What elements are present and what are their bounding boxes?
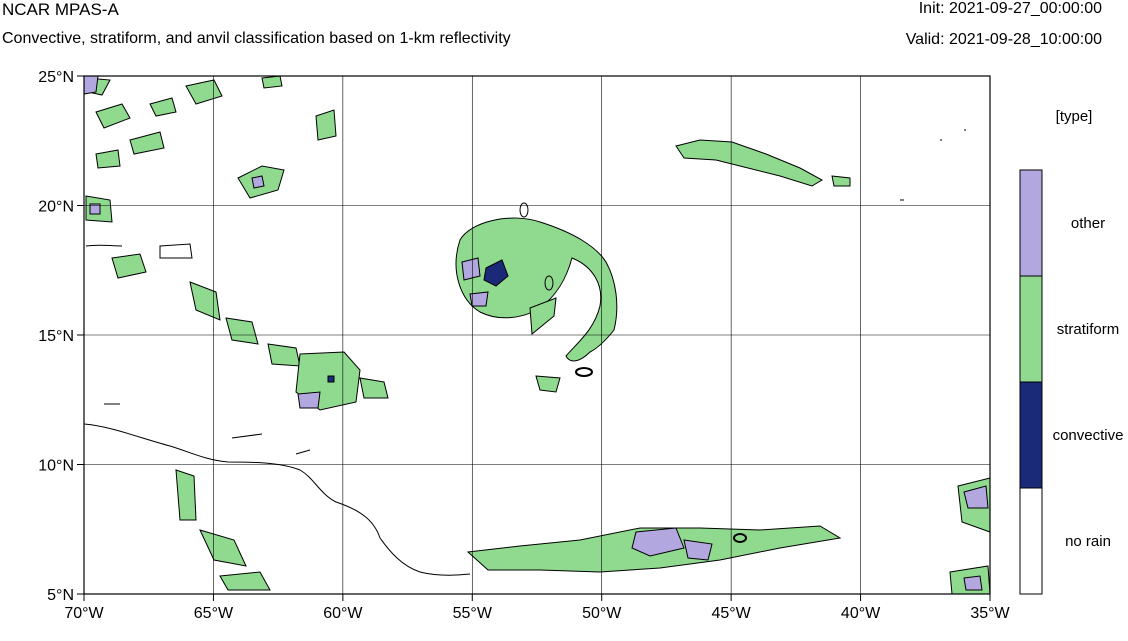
convective-cell bbox=[483, 259, 509, 287]
lon-tick-label: 35°W bbox=[970, 605, 1010, 622]
lon-tick-label: 65°W bbox=[194, 605, 234, 622]
legend-swatch-stratiform bbox=[1019, 275, 1043, 383]
lat-tick-label: 20°N bbox=[38, 199, 74, 216]
other-cell bbox=[683, 539, 713, 561]
stratiform-cell bbox=[185, 79, 223, 105]
legend-swatch-convective bbox=[1019, 381, 1043, 489]
stratiform-cell bbox=[111, 253, 147, 279]
coastlines bbox=[83, 244, 471, 576]
grid-lines bbox=[84, 76, 990, 594]
other-cell bbox=[963, 575, 983, 591]
stratiform-cell bbox=[95, 149, 121, 169]
lat-tick-label: 25°N bbox=[38, 69, 74, 86]
lat-tick-label: 15°N bbox=[38, 328, 74, 345]
lon-tick-label: 50°W bbox=[582, 605, 622, 622]
other-cell bbox=[461, 257, 481, 281]
legend-label-convective: convective bbox=[1053, 427, 1124, 444]
other-cell bbox=[469, 291, 489, 307]
stratiform-cell bbox=[455, 217, 618, 362]
lon-tick-label: 60°W bbox=[323, 605, 363, 622]
lon-tick-label: 40°W bbox=[841, 605, 881, 622]
precipitation-features bbox=[83, 75, 991, 595]
legend-swatch-other bbox=[1019, 169, 1043, 277]
lon-tick-label: 45°W bbox=[711, 605, 751, 622]
lat-tick-label: 5°N bbox=[47, 587, 74, 604]
legend-label-stratiform: stratiform bbox=[1057, 321, 1120, 338]
stratiform-cell bbox=[267, 343, 301, 367]
stratiform-cell bbox=[225, 317, 259, 345]
stratiform-cell bbox=[199, 529, 247, 567]
legend-swatch-no-rain bbox=[1019, 487, 1043, 595]
stratiform-cell bbox=[261, 75, 283, 89]
other-cell bbox=[251, 175, 265, 189]
convective-cell bbox=[327, 375, 335, 383]
other-cell bbox=[83, 75, 99, 95]
small-cells bbox=[104, 129, 966, 543]
lon-tick-label: 55°W bbox=[453, 605, 493, 622]
stratiform-cell bbox=[359, 377, 389, 399]
legend-label-other: other bbox=[1071, 215, 1105, 232]
legend: [type] other stratiform convective no rain bbox=[1019, 108, 1124, 595]
stratiform-cell bbox=[189, 281, 221, 321]
valid-time: Valid: 2021-09-28_10:00:00 bbox=[905, 31, 1102, 48]
stratiform-cell bbox=[675, 139, 824, 187]
legend-title: [type] bbox=[1056, 108, 1093, 125]
map-title: NCAR MPAS-A bbox=[2, 0, 119, 19]
other-cell bbox=[297, 391, 321, 409]
init-time: Init: 2021-09-27_00:00:00 bbox=[918, 0, 1102, 17]
legend-label-no-rain: no rain bbox=[1065, 533, 1111, 550]
lat-tick-label: 10°N bbox=[38, 458, 74, 475]
stratiform-cell bbox=[95, 103, 131, 129]
stratiform-cell bbox=[535, 375, 561, 393]
lon-tick-label: 70°W bbox=[64, 605, 104, 622]
stratiform-cell bbox=[219, 571, 271, 591]
other-cell bbox=[631, 527, 685, 557]
other-cell bbox=[963, 485, 989, 509]
stratiform-cell bbox=[315, 109, 337, 141]
stratiform-cell bbox=[175, 469, 197, 521]
stratiform-cell bbox=[529, 297, 557, 335]
map-subtitle: Convective, stratiform, and anvil classi… bbox=[2, 30, 511, 47]
other-cell bbox=[89, 203, 101, 215]
axis-ticks: 70°W 65°W 60°W 55°W 50°W 45°W 40°W 35°W 5°N 10°N 1… bbox=[38, 69, 1010, 622]
stratiform-cell bbox=[149, 97, 177, 117]
stratiform-cell bbox=[831, 175, 851, 187]
stratiform-cell bbox=[129, 131, 165, 155]
